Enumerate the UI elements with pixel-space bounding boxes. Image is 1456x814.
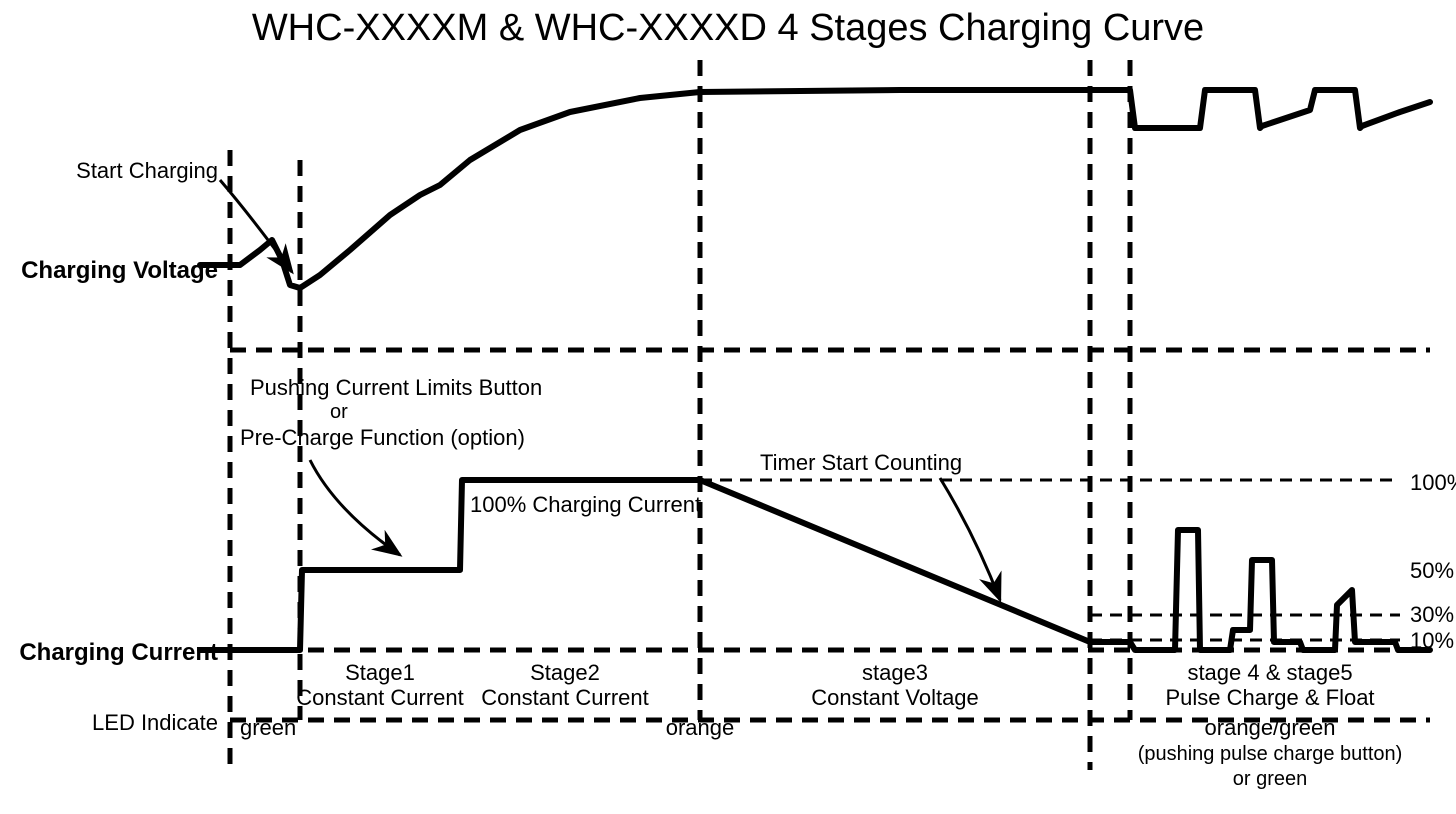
- label-stage1_a: Stage1: [345, 660, 415, 685]
- label-pushing_line3: Pre-Charge Function (option): [240, 425, 525, 450]
- label-pushing_line2: or: [330, 401, 348, 423]
- voltage-curve: [200, 90, 1430, 288]
- label-stage3_a: stage3: [862, 660, 928, 685]
- current-curve: [200, 480, 1430, 650]
- label-pct50: 50%: [1410, 558, 1454, 583]
- label-led_og: orange/green: [1205, 715, 1336, 740]
- label-led_orange: orange: [666, 715, 735, 740]
- label-stage3_b: Constant Voltage: [811, 685, 979, 710]
- label-stage1_b: Constant Current: [296, 685, 464, 710]
- label-charging_voltage: Charging Voltage: [21, 257, 218, 284]
- label-pct10: 10%: [1410, 628, 1454, 653]
- label-led_og2: (pushing pulse charge button): [1138, 743, 1403, 765]
- label-hundred_charging: 100% Charging Current: [470, 492, 701, 517]
- label-stage2_a: Stage2: [530, 660, 600, 685]
- chart-title: WHC-XXXXM & WHC-XXXXD 4 Stages Charging …: [252, 7, 1204, 49]
- label-pct100: 100%: [1410, 470, 1456, 495]
- label-charging_current: Charging Current: [19, 639, 218, 666]
- label-stage2_b: Constant Current: [481, 685, 649, 710]
- label-pushing_line1: Pushing Current Limits Button: [250, 375, 542, 400]
- annotation-arrow-1: [310, 460, 400, 555]
- label-pct30: 30%: [1410, 602, 1454, 627]
- label-start_charging: Start Charging: [76, 158, 218, 183]
- label-stage45_a: stage 4 & stage5: [1187, 660, 1352, 685]
- label-led_green: green: [240, 715, 296, 740]
- label-timer_start: Timer Start Counting: [760, 450, 962, 475]
- label-led_og3: or green: [1233, 768, 1308, 790]
- label-stage45_b: Pulse Charge & Float: [1165, 685, 1374, 710]
- label-led_indicate: LED Indicate: [92, 710, 218, 735]
